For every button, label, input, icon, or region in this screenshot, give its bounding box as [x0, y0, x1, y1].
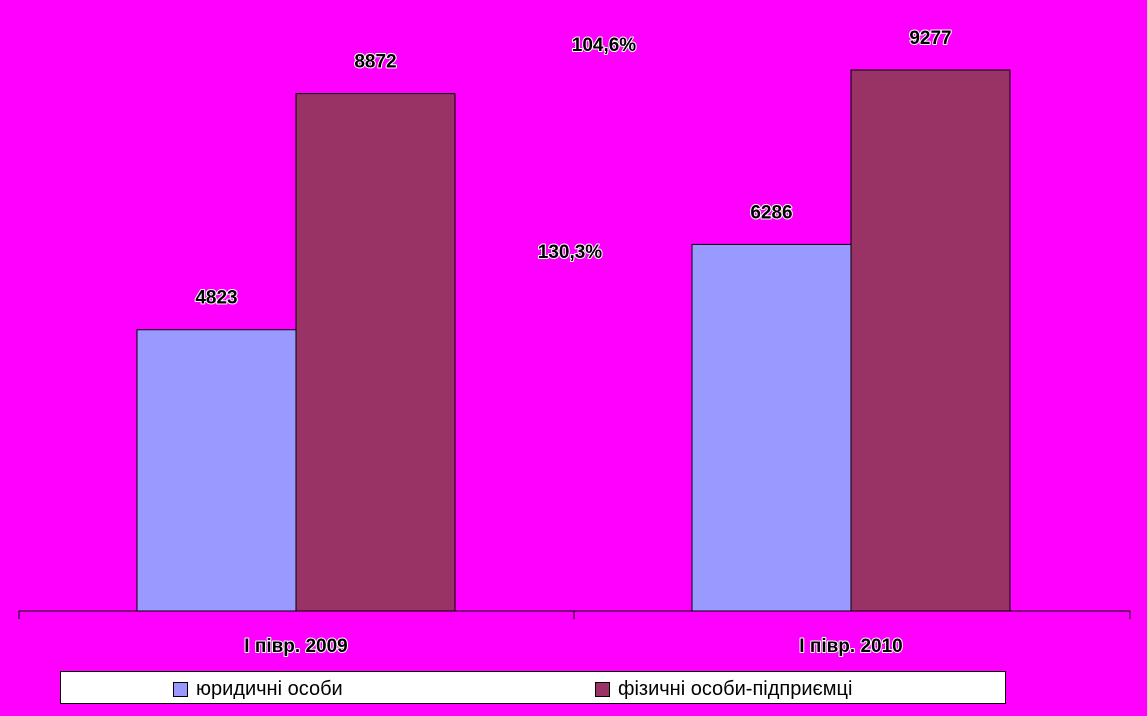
- data-label: 4823: [195, 288, 237, 309]
- legend-swatch: [595, 682, 610, 697]
- bar: [691, 243, 852, 612]
- data-label: 8872: [354, 52, 396, 73]
- value-labels-group: 4823 8872 6286 9277: [194, 27, 952, 310]
- legend-label: фізичні особи-підприємці: [618, 678, 853, 700]
- bar-chart: 4823 8872 6286 9277 I півр. 2009 I півр. 20…: [18, 27, 1131, 658]
- data-label: 9277: [909, 28, 951, 49]
- data-label: 6286: [750, 202, 792, 223]
- x-tick-label: I півр. 2010: [799, 636, 902, 657]
- bars-group: [136, 69, 1011, 612]
- growth-annotation: 130,3%: [538, 242, 603, 263]
- bar: [136, 329, 297, 612]
- legend: юридичні особи фізичні особи-підприємці: [60, 671, 1006, 704]
- bar: [295, 93, 456, 612]
- legend-item: юридичні особи: [173, 678, 343, 701]
- growth-annotation: 104,6%: [572, 35, 637, 56]
- bar: [850, 69, 1011, 612]
- x-tick-label: I півр. 2009: [244, 636, 347, 657]
- legend-swatch: [173, 682, 188, 697]
- x-axis: [18, 610, 1131, 619]
- legend-item: фізичні особи-підприємці: [595, 678, 852, 701]
- legend-label: юридичні особи: [196, 678, 343, 700]
